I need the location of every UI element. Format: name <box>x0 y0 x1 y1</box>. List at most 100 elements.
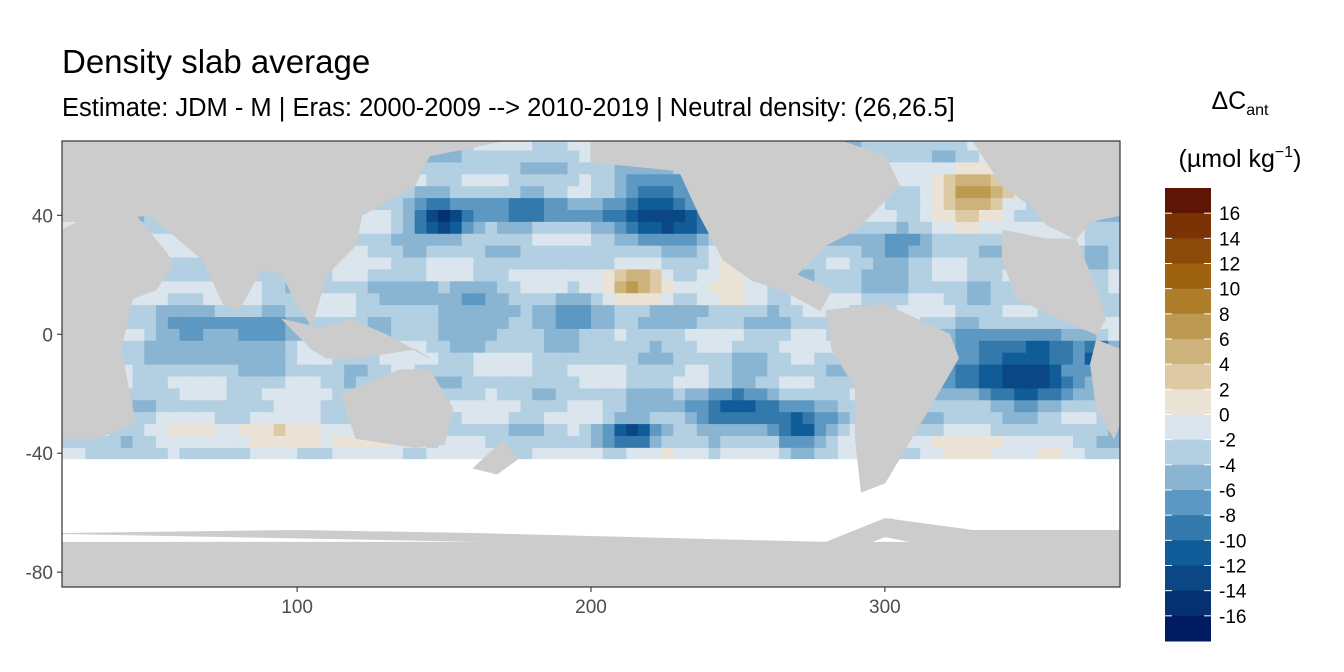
heatmap-cell <box>367 233 380 246</box>
heatmap-cell <box>543 233 557 246</box>
heatmap-cell <box>767 328 780 341</box>
heatmap-cell <box>591 268 604 282</box>
heatmap-cell <box>920 304 933 318</box>
heatmap-cell <box>638 268 651 282</box>
heatmap-cell <box>790 375 804 389</box>
heatmap-cell <box>649 316 663 329</box>
heatmap-cell <box>461 256 475 270</box>
heatmap-cell <box>520 268 533 282</box>
heatmap-cell <box>837 245 851 258</box>
heatmap-cell <box>673 197 686 210</box>
heatmap-cell <box>473 447 486 460</box>
heatmap-cell <box>132 399 145 413</box>
heatmap-cell <box>449 435 463 448</box>
heatmap-cell <box>920 280 933 294</box>
heatmap-cell <box>520 399 533 413</box>
heatmap-cell <box>473 209 486 222</box>
heatmap-cell <box>132 328 145 341</box>
heatmap-cell <box>144 364 157 377</box>
heatmap-cell <box>567 209 580 222</box>
heatmap-cell <box>508 149 522 163</box>
heatmap-cell <box>685 435 698 448</box>
heatmap-cell <box>226 375 239 389</box>
heatmap-cell <box>167 435 181 448</box>
heatmap-cell <box>931 280 945 294</box>
heatmap-cell <box>978 221 992 234</box>
heatmap-cell <box>496 328 510 341</box>
heatmap-cell <box>673 387 686 401</box>
heatmap-cell <box>579 197 592 210</box>
heatmap-cell <box>649 245 663 258</box>
heatmap-cell <box>344 268 357 282</box>
heatmap-cell <box>990 364 1004 377</box>
heatmap-cell <box>626 352 639 365</box>
heatmap-cell <box>449 352 463 365</box>
heatmap-cell <box>344 447 357 460</box>
heatmap-cell <box>461 197 475 210</box>
heatmap-cell <box>532 221 545 234</box>
heatmap-cell <box>967 141 980 151</box>
heatmap-cell <box>438 245 451 258</box>
heatmap-cell <box>555 161 569 175</box>
heatmap-cell <box>626 245 639 258</box>
heatmap-cell <box>649 280 663 294</box>
heatmap-cell <box>426 185 439 199</box>
heatmap-cell <box>485 268 498 282</box>
heatmap-cell <box>414 185 428 199</box>
heatmap-cell <box>520 387 533 401</box>
heatmap-cell <box>97 435 110 448</box>
heatmap-cell <box>191 340 204 353</box>
heatmap-cell <box>849 256 862 270</box>
heatmap-cell <box>555 447 569 460</box>
heatmap-cell <box>438 209 451 222</box>
heatmap-cell <box>156 316 169 329</box>
heatmap-cell <box>191 447 204 460</box>
heatmap-cell <box>1084 423 1098 436</box>
heatmap-cell <box>144 340 157 353</box>
legend-color-swatch <box>1165 389 1211 415</box>
heatmap-cell <box>779 423 792 436</box>
heatmap-cell <box>837 423 851 436</box>
heatmap-cell <box>532 141 545 151</box>
heatmap-cell <box>732 423 745 436</box>
heatmap-cell <box>908 447 921 460</box>
heatmap-cell <box>250 375 263 389</box>
heatmap-cell <box>1014 435 1027 448</box>
heatmap-cell <box>485 209 498 222</box>
heatmap-cell <box>1014 340 1027 353</box>
heatmap-cell <box>332 411 345 425</box>
heatmap-cell <box>485 173 498 187</box>
legend-label: 12 <box>1219 255 1240 276</box>
heatmap-cell <box>485 256 498 270</box>
heatmap-cell <box>402 316 416 329</box>
heatmap-cell <box>414 197 428 210</box>
heatmap-cell <box>508 185 522 199</box>
heatmap-cell <box>473 173 486 187</box>
heatmap-cell <box>1014 221 1027 234</box>
heatmap-cell <box>508 221 522 234</box>
heatmap-cell <box>132 387 145 401</box>
heatmap-cell <box>167 292 181 306</box>
x-tick-label: 200 <box>575 597 607 618</box>
heatmap-cell <box>955 233 968 246</box>
heatmap-cell <box>955 141 968 151</box>
heatmap-cell <box>732 435 745 448</box>
heatmap-cell <box>685 304 698 318</box>
heatmap-cell <box>931 209 945 222</box>
heatmap-cell <box>967 161 980 175</box>
heatmap-cell <box>567 185 580 199</box>
heatmap-cell <box>708 423 721 436</box>
heatmap-cell <box>931 245 945 258</box>
heatmap-cell <box>602 197 616 210</box>
heatmap-cell <box>355 256 369 270</box>
heatmap-cell <box>496 245 510 258</box>
heatmap-cell <box>861 245 874 258</box>
heatmap-cell <box>967 352 980 365</box>
legend-label: -2 <box>1219 431 1236 452</box>
heatmap-cell <box>1108 447 1120 460</box>
heatmap-cell <box>1096 280 1109 294</box>
heatmap-cell <box>943 411 957 425</box>
heatmap-cell <box>673 364 686 377</box>
heatmap-cell <box>755 435 768 448</box>
heatmap-cell <box>273 304 286 318</box>
